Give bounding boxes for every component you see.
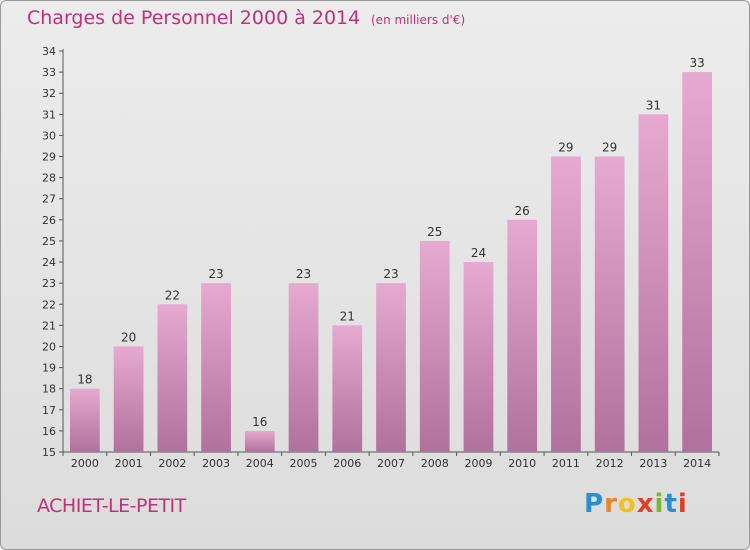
bar-2004 <box>244 430 275 452</box>
logo-letter: P <box>584 489 605 519</box>
data-label-2004: 16 <box>252 415 267 429</box>
x-tick-label: 2004 <box>246 457 274 470</box>
commune-name: ACHIET-LE-PETIT <box>37 495 186 517</box>
data-label-2014: 33 <box>689 56 704 70</box>
y-tick-label: 19 <box>42 362 56 375</box>
data-label-2007: 23 <box>383 267 398 281</box>
logo-letter: i <box>677 489 688 519</box>
y-tick-label: 25 <box>42 235 56 248</box>
y-tick-label: 34 <box>42 45 56 58</box>
y-tick-label: 26 <box>42 214 56 227</box>
x-tick-label: 2000 <box>71 457 99 470</box>
data-label-2000: 18 <box>77 373 92 387</box>
x-tick-label: 2001 <box>115 457 143 470</box>
x-tick-label: 2007 <box>377 457 405 470</box>
x-tick-label: 2014 <box>683 457 711 470</box>
y-tick-label: 28 <box>42 172 56 185</box>
y-tick-label: 21 <box>42 319 56 332</box>
data-label-2012: 29 <box>602 141 617 155</box>
x-tick-label: 2013 <box>639 457 667 470</box>
y-axis: 15 16 17 18 19 20 21 22 23 24 25 26 27 28 29 30 31 32 33 34 <box>42 45 64 459</box>
x-tick-label: 2002 <box>158 457 186 470</box>
bar-2000 <box>69 388 100 452</box>
bar-2010 <box>507 219 538 452</box>
y-tick-label: 22 <box>42 298 56 311</box>
x-tick-label: 2008 <box>421 457 449 470</box>
y-tick-label: 20 <box>42 340 56 353</box>
y-tick-label: 24 <box>42 256 56 269</box>
data-label-2005: 23 <box>296 267 311 281</box>
y-tick-label: 32 <box>42 87 56 100</box>
bar-2014 <box>682 72 713 453</box>
y-tick-label: 30 <box>42 129 56 142</box>
y-tick-label: 18 <box>42 383 56 396</box>
x-tick-label: 2005 <box>290 457 318 470</box>
chart-subtitle: (en milliers d'€) <box>371 13 466 27</box>
bar-2003 <box>201 283 231 452</box>
data-label-2001: 20 <box>121 330 136 344</box>
x-tick-label: 2012 <box>596 457 624 470</box>
bars <box>69 72 713 453</box>
x-axis: 2000 2001 2002 2003 2004 2005 2006 2007 2008 2009… <box>62 451 720 470</box>
chart-title: Charges de Personnel 2000 à 2014 <box>27 7 361 29</box>
y-tick-label: 15 <box>42 446 56 459</box>
x-tick-label: 2009 <box>464 457 492 470</box>
logo-letter: r <box>604 489 618 519</box>
bar-2008 <box>419 240 450 452</box>
x-tick-label: 2010 <box>508 457 536 470</box>
bar-2005 <box>288 283 319 452</box>
bar-2006 <box>332 325 363 452</box>
x-tick-label: 2003 <box>202 457 230 470</box>
proxiti-logo: Proxiti <box>584 489 688 519</box>
logo-letter: o <box>617 489 637 519</box>
data-label-2010: 26 <box>515 204 530 218</box>
data-label-2009: 24 <box>471 246 486 260</box>
y-tick-label: 16 <box>42 425 56 438</box>
x-tick-label: 2011 <box>552 457 580 470</box>
bar-2007 <box>376 283 406 452</box>
data-label-2006: 21 <box>340 309 355 323</box>
data-label-2003: 23 <box>208 267 223 281</box>
logo-letter: i <box>654 489 665 519</box>
bar-2012 <box>594 156 625 453</box>
y-tick-label: 31 <box>42 108 56 121</box>
data-label-2011: 29 <box>558 141 573 155</box>
y-tick-label: 29 <box>42 151 56 164</box>
data-label-2013: 31 <box>646 98 661 112</box>
x-tick-label: 2006 <box>333 457 361 470</box>
bar-2001 <box>113 346 144 452</box>
logo-letter: x <box>636 489 655 519</box>
data-label-2002: 22 <box>165 288 180 302</box>
bar-2013 <box>638 114 669 452</box>
data-label-2008: 25 <box>427 225 442 239</box>
y-tick-label: 23 <box>42 277 56 290</box>
logo-letter: t <box>664 489 678 519</box>
bar-2002 <box>157 304 188 452</box>
bar-2009 <box>463 262 494 452</box>
y-tick-label: 27 <box>42 193 56 206</box>
data-labels: 18 20 22 23 16 23 21 23 25 24 26 29 29 31 33 <box>77 56 705 429</box>
bar-2011 <box>551 156 581 453</box>
y-tick-label: 17 <box>42 404 56 417</box>
y-tick-label: 33 <box>42 66 56 79</box>
